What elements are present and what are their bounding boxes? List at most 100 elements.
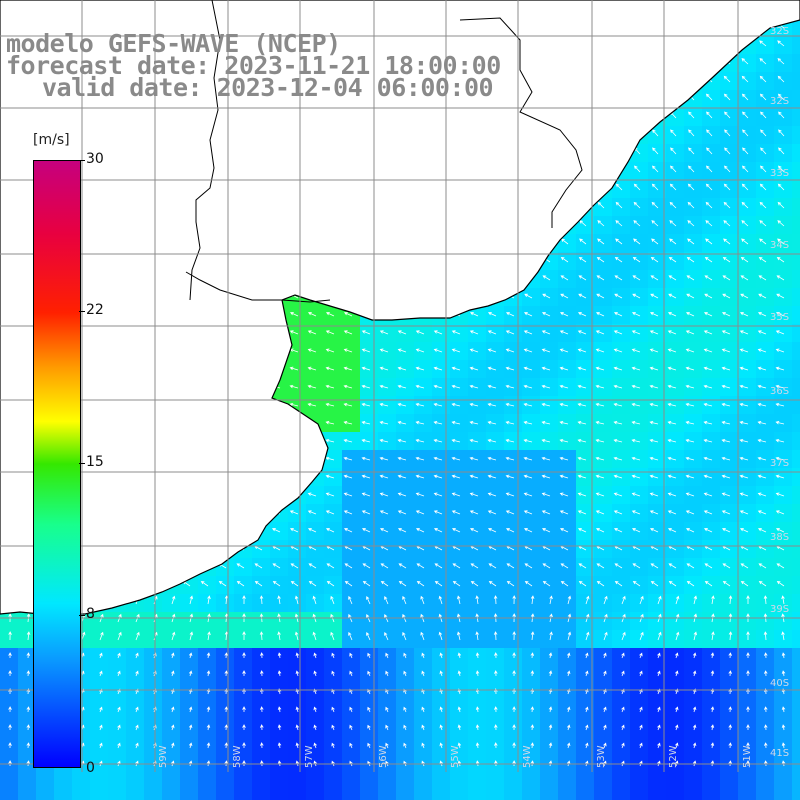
wind-arrow [685,492,695,497]
wind-speed-cell [486,504,504,522]
wind-arrow [505,330,515,335]
wind-speed-cell [792,54,800,72]
wind-arrow [523,528,533,533]
wind-speed-cell [18,720,36,738]
wind-speed-cell [216,792,234,800]
wind-speed-cell [396,468,414,486]
wind-arrow [566,670,571,677]
wind-arrow [530,595,535,605]
wind-arrow [379,456,389,461]
wind-speed-cell [468,540,486,558]
latitude-label: 41S [770,748,790,759]
wind-speed-cell [360,378,378,396]
wind-arrow [272,580,281,587]
wind-speed-cell [450,468,468,486]
wind-speed-cell [306,486,324,504]
wind-arrow [651,201,659,209]
wind-arrow [775,456,785,461]
wind-speed-cell [378,540,396,558]
colorbar-tick-mark [79,615,85,616]
wind-speed-cell [342,684,360,702]
wind-arrow [8,742,12,749]
wind-speed-cell [738,594,756,612]
wind-arrow [415,330,425,335]
wind-speed-cell [0,720,18,738]
wind-speed-cell [342,630,360,648]
wind-arrow [705,183,713,191]
wind-speed-cell [540,504,558,522]
wind-arrow [494,724,498,731]
wind-speed-cell [108,792,126,800]
wind-speed-cell [342,468,360,486]
wind-speed-cell [324,414,342,432]
wind-arrow [615,238,623,245]
wind-arrow [541,312,551,317]
wind-speed-cell [792,90,800,108]
wind-speed-cell [648,414,666,432]
wind-arrow [669,201,677,209]
wind-speed-cell [504,306,522,324]
wind-speed-cell [378,360,396,378]
wind-arrow [325,384,335,389]
wind-arrow [705,220,713,227]
wind-speed-cell [504,756,522,774]
wind-arrow [632,256,641,263]
wind-speed-cell [378,774,396,792]
wind-arrow [705,238,713,245]
wind-speed-cell [306,360,324,378]
wind-speed-cell [450,522,468,540]
wind-speed-cell [774,684,792,702]
wind-speed-cell [468,684,486,702]
wind-speed-cell [738,432,756,450]
wind-speed-cell [468,432,486,450]
wind-speed-cell [594,594,612,612]
wind-speed-cell [198,792,216,800]
wind-arrow [585,706,589,713]
wind-arrow [469,312,479,317]
wind-speed-cell [486,666,504,684]
wind-speed-cell [738,666,756,684]
wind-arrow [307,510,317,515]
wind-speed-cell [162,756,180,774]
wind-speed-cell [522,738,540,756]
wind-arrow [724,111,731,119]
wind-arrow [614,293,623,299]
wind-speed-cell [234,720,252,738]
wind-arrow [415,366,425,371]
wind-speed-cell [684,288,702,306]
wind-speed-cell [594,792,612,800]
wind-speed-cell [702,432,720,450]
wind-arrow [613,492,623,497]
wind-arrow [746,706,750,713]
wind-arrow [330,595,335,605]
wind-arrow [649,312,659,317]
wind-arrow [703,384,713,389]
wind-arrow [675,652,679,659]
wind-speed-cell [414,756,432,774]
wind-speed-cell [378,720,396,738]
wind-arrow [559,366,569,371]
wind-speed-cell [720,342,738,360]
wind-speed-cell [468,504,486,522]
wind-speed-cell [306,540,324,558]
wind-speed-cell [612,342,630,360]
wind-arrow [433,528,443,533]
wind-arrow [200,580,209,587]
wind-speed-cell [450,540,468,558]
wind-speed-cell [756,702,774,720]
wind-speed-cell [648,756,666,774]
wind-arrow [650,256,659,263]
wind-arrow [397,456,407,461]
wind-arrow [775,474,785,479]
wind-speed-cell [666,486,684,504]
valid-date: valid date: 2023-12-04 06:00:00 [42,73,494,102]
wind-speed-cell [522,792,540,800]
wind-speed-cell [774,792,792,800]
wind-speed-cell [432,342,450,360]
wind-arrow [703,330,713,335]
wind-speed-cell [18,648,36,666]
wind-arrow [631,438,641,443]
wind-speed-cell [648,486,666,504]
wind-arrow [421,742,425,749]
wind-speed-cell [216,720,234,738]
